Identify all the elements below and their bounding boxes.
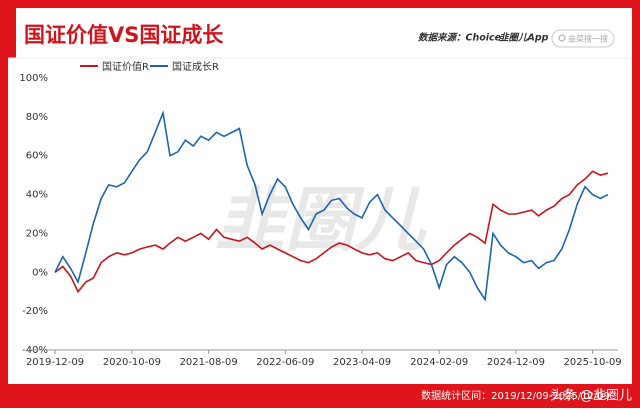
credit: 头条 @韭圈儿 — [550, 388, 632, 404]
x-tick-label: 2025-10-09 — [564, 357, 622, 368]
search-icon — [558, 34, 566, 42]
x-tick-label: 2022-06-09 — [256, 357, 314, 368]
y-tick-label: 20% — [26, 228, 48, 239]
title-bar — [8, 8, 16, 58]
y-tick-label: 0% — [32, 267, 48, 278]
x-tick-label: 2023-04-09 — [333, 357, 391, 368]
x-tick-label: 2020-10-09 — [103, 357, 161, 368]
app-name: 韭圈儿App — [499, 32, 549, 44]
y-tick-label: 40% — [26, 190, 48, 201]
chart-title: 国证价值VS国证成长 — [24, 23, 224, 47]
x-tick-label: 2019-12-09 — [26, 357, 84, 368]
series-line — [54, 110, 609, 302]
y-tick-label: -20% — [22, 306, 48, 317]
y-tick-label: 80% — [26, 112, 48, 123]
series-line — [54, 170, 609, 294]
x-tick-label: 2024-12-09 — [487, 357, 545, 368]
footer: 数据统计区间：2019/12/09-2025/12/09 — [421, 389, 610, 402]
x-tick-label: 2021-08-09 — [180, 357, 238, 368]
legend-label: 国证成长R — [172, 61, 219, 73]
search-box[interactable] — [551, 29, 615, 48]
plot-area: -40%-20%0%20%40%60%80%100%2019-12-09 2020… — [19, 60, 621, 368]
y-tick-label: 100% — [19, 73, 48, 84]
source: 数据来源：Choice — [418, 32, 502, 44]
search-placeholder[interactable]: 韭菜搜一搜 — [568, 34, 608, 44]
panel — [8, 8, 632, 384]
watermark: 韭圈儿 — [215, 179, 427, 261]
y-tick-label: 60% — [26, 151, 48, 162]
legend-label: 国证价值R — [102, 60, 149, 73]
x-tick-label: 2024-02-09 — [410, 357, 468, 368]
